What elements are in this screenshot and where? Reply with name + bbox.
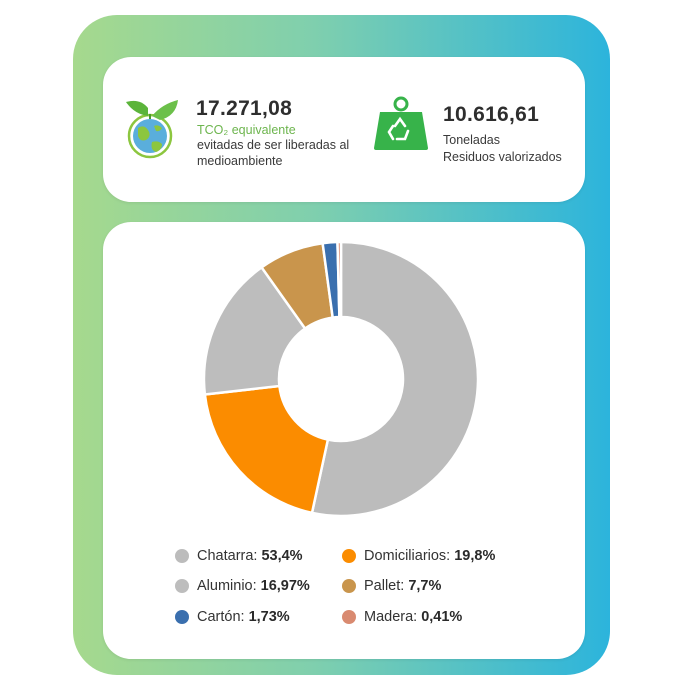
waste-unit: Toneladas — [443, 133, 500, 147]
legend-value: 0,41% — [421, 609, 463, 625]
legend-value: 19,8% — [454, 548, 496, 564]
slice-madera — [336, 240, 343, 319]
legend-item-domiciliarios: Domiciliarios: 19,8% — [342, 548, 495, 564]
legend-label: Domiciliarios: — [364, 548, 451, 564]
legend-value: 16,97% — [260, 578, 310, 594]
co2-unit: TCO₂ equivalente — [197, 123, 296, 137]
donut-chart — [202, 240, 480, 518]
co2-desc-line2: medioambiente — [197, 154, 283, 168]
waste-desc: Residuos valorizados — [443, 150, 562, 164]
legend-label: Madera: — [364, 609, 418, 625]
legend-item-cart-n: Cartón: 1,73% — [175, 609, 290, 625]
legend-item-pallet: Pallet: 7,7% — [342, 578, 441, 594]
legend-dot — [342, 549, 356, 563]
legend-dot — [175, 579, 189, 593]
stats-card — [103, 57, 585, 202]
legend-item-madera: Madera: 0,41% — [342, 609, 462, 625]
legend-label: Aluminio: — [197, 578, 257, 594]
legend-item-chatarra: Chatarra: 53,4% — [175, 548, 303, 564]
legend-dot — [342, 579, 356, 593]
waste-value: 10.616,61 — [443, 103, 540, 126]
weight-recycle-icon — [374, 96, 428, 150]
legend-label: Pallet: — [364, 578, 405, 594]
earth-leaves-icon — [126, 100, 178, 159]
legend-value: 53,4% — [261, 548, 303, 564]
legend-value: 1,73% — [248, 609, 290, 625]
legend-label: Cartón: — [197, 609, 245, 625]
co2-desc-line1: evitadas de ser liberadas al — [197, 138, 350, 152]
slice-chatarra — [310, 240, 480, 518]
slice-domiciliarios — [203, 384, 330, 515]
legend-label: Chatarra: — [197, 548, 258, 564]
legend-dot — [175, 549, 189, 563]
legend-dot — [175, 610, 189, 624]
legend-value: 7,7% — [408, 578, 442, 594]
legend-item-aluminio: Aluminio: 16,97% — [175, 578, 310, 594]
co2-value: 17.271,08 — [196, 97, 293, 120]
legend-dot — [342, 610, 356, 624]
